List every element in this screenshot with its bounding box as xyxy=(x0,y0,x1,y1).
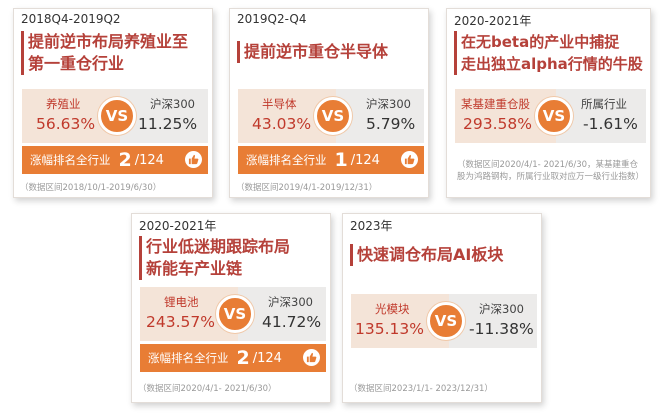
comparison-panel: 光模块 135.13% 沪深300 -11.38% VS xyxy=(351,294,537,348)
rank-bar: 涨幅排名全行业 1 /124 xyxy=(238,146,424,174)
card-period: 2018Q4-2019Q2 xyxy=(21,12,121,26)
benchmark-return: -11.38% xyxy=(469,320,534,338)
rank-total: /124 xyxy=(134,152,164,168)
card-title-line: 行业低迷期跟踪布局 xyxy=(146,237,291,256)
card-title-line: 走出独立alpha行情的牛股 xyxy=(461,55,643,73)
sector-name: 某基建重仓股 xyxy=(461,97,530,111)
card-title-line: 在无beta的产业中捕捉 xyxy=(461,33,620,51)
rank-position: 2 xyxy=(236,347,250,369)
card-ai-sector: 2023年 快速调仓布局AI板块 光模块 135.13% 沪深300 -11.3… xyxy=(342,213,542,403)
card-title-line: 新能车产业链 xyxy=(146,259,243,278)
benchmark-name: 所属行业 xyxy=(581,97,627,111)
data-range-note: （数据区间2023/1/1- 2023/12/31） xyxy=(349,384,493,394)
benchmark-name: 沪深300 xyxy=(150,97,195,111)
comparison-panel: 养殖业 56.63% 沪深300 11.25% VS xyxy=(22,89,208,143)
data-range-note: （数据区间2020/4/1- 2021/6/30） xyxy=(138,384,277,394)
rank-position: 1 xyxy=(334,149,348,171)
benchmark-return: 41.72% xyxy=(262,313,322,331)
card-period: 2020-2021年 xyxy=(454,14,532,28)
sector-return: 56.63% xyxy=(36,115,96,133)
benchmark-name: 沪深300 xyxy=(268,295,313,309)
vs-badge: VS xyxy=(535,97,573,135)
rank-position: 2 xyxy=(118,149,132,171)
card-period: 2023年 xyxy=(350,219,393,233)
card-title-line: 提前逆市布局养殖业至 xyxy=(28,32,189,51)
vs-badge: VS xyxy=(427,302,465,340)
card-title-line: 提前逆市重仓半导体 xyxy=(244,42,389,61)
sector-return: 293.58% xyxy=(463,115,532,133)
thumbs-up-icon xyxy=(401,151,418,168)
rank-bar: 涨幅排名全行业 2 /124 xyxy=(22,146,208,174)
card-title: 行业低迷期跟踪布局 新能车产业链 xyxy=(139,236,290,280)
rank-label: 涨幅排名全行业 xyxy=(30,153,111,167)
card-alpha-stock: 2020-2021年 在无beta的产业中捕捉 走出独立alpha行情的牛股 某… xyxy=(446,8,651,198)
rank-bar: 涨幅排名全行业 2 /124 xyxy=(140,344,326,372)
card-title: 提前逆市布局养殖业至 第一重仓行业 xyxy=(21,31,188,75)
sector-return: 243.57% xyxy=(146,313,215,331)
data-range-note: （数据区间2018/10/1-2019/6/30） xyxy=(20,183,162,193)
card-title: 提前逆市重仓半导体 xyxy=(237,41,388,63)
comparison-panel: 某基建重仓股 293.58% 所属行业 -1.61% VS xyxy=(455,89,646,143)
comparison-panel: 锂电池 243.57% 沪深300 41.72% VS xyxy=(140,287,326,341)
card-period: 2019Q2-Q4 xyxy=(237,12,307,26)
card-breeding: 2018Q4-2019Q2 提前逆市布局养殖业至 第一重仓行业 养殖业 56.6… xyxy=(13,8,213,198)
sector-name: 光模块 xyxy=(375,302,410,316)
card-period: 2020-2021年 xyxy=(139,219,217,233)
data-range-note: （数据区间2019/4/1-2019/12/31） xyxy=(236,183,378,193)
thumbs-up-icon xyxy=(303,349,320,366)
card-title-line: 第一重仓行业 xyxy=(28,54,125,73)
rank-label: 涨幅排名全行业 xyxy=(148,351,229,365)
benchmark-name: 沪深300 xyxy=(366,97,411,111)
rank-total: /124 xyxy=(252,350,282,366)
rank-label: 涨幅排名全行业 xyxy=(246,153,327,167)
rank-total: /124 xyxy=(350,152,380,168)
sector-return: 43.03% xyxy=(252,115,312,133)
benchmark-name: 沪深300 xyxy=(479,302,524,316)
benchmark-return: 5.79% xyxy=(366,115,416,133)
benchmark-return: -1.61% xyxy=(583,115,638,133)
comparison-panel: 半导体 43.03% 沪深300 5.79% VS xyxy=(238,89,424,143)
card-title: 在无beta的产业中捕捉 走出独立alpha行情的牛股 xyxy=(454,31,643,75)
sector-name: 养殖业 xyxy=(46,97,81,111)
card-ev-chain: 2020-2021年 行业低迷期跟踪布局 新能车产业链 锂电池 243.57% … xyxy=(131,213,331,403)
vs-badge: VS xyxy=(216,295,254,333)
sector-name: 半导体 xyxy=(262,97,297,111)
card-title: 快速调仓布局AI板块 xyxy=(350,244,503,266)
thumbs-up-icon xyxy=(185,151,202,168)
card-title-line: 快速调仓布局AI板块 xyxy=(357,245,504,264)
vs-badge: VS xyxy=(314,97,352,135)
vs-badge: VS xyxy=(98,97,136,135)
sector-return: 135.13% xyxy=(355,320,424,338)
sector-name: 锂电池 xyxy=(164,295,199,309)
benchmark-return: 11.25% xyxy=(138,115,198,133)
card-semiconductor: 2019Q2-Q4 提前逆市重仓半导体 半导体 43.03% 沪深300 5.7… xyxy=(229,8,429,198)
data-range-note: （数据区间2020/4/1- 2021/6/30，某基建重仓股为鸿路钢构，所属行… xyxy=(457,160,645,182)
